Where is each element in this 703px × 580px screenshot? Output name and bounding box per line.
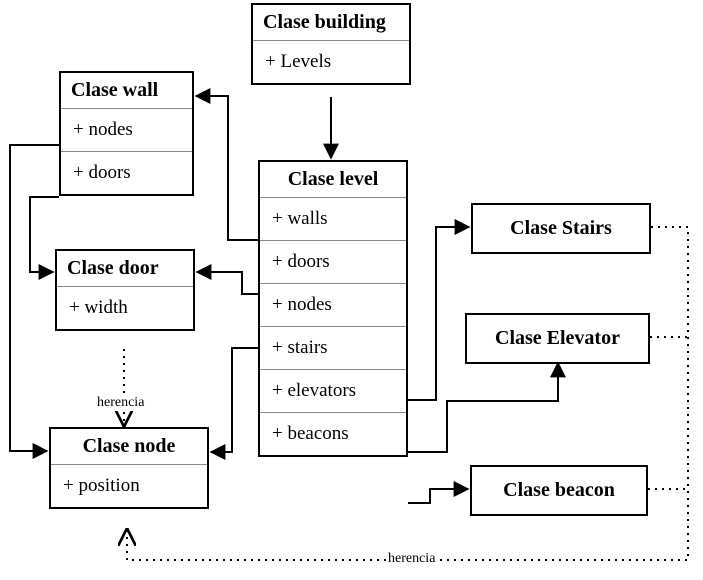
label-herencia-bottom: herencia xyxy=(388,551,435,567)
class-level-title: Clase level xyxy=(260,162,406,198)
label-herencia-top: herencia xyxy=(97,395,144,411)
class-building-title: Clase building xyxy=(253,5,409,41)
class-node-title: Clase node xyxy=(51,429,207,465)
uml-diagram-canvas: Clase building + Levels Clase wall + nod… xyxy=(0,0,703,580)
class-door-title: Clase door xyxy=(57,251,193,287)
class-elevator: Clase Elevator xyxy=(465,313,650,364)
class-stairs-title: Clase Stairs xyxy=(473,205,649,252)
edge-level-to-elevator xyxy=(408,363,558,452)
class-wall-attr-0: + nodes xyxy=(61,109,192,152)
edge-wall-to-node xyxy=(10,145,59,451)
class-wall-attr-1: + doors xyxy=(61,152,192,194)
class-elevator-title: Clase Elevator xyxy=(467,315,648,362)
class-level-attr-2: + nodes xyxy=(260,284,406,327)
class-door-attr-0: + width xyxy=(57,287,193,329)
class-door: Clase door + width xyxy=(55,249,195,331)
class-building-attr-0: + Levels xyxy=(253,41,409,83)
class-node: Clase node + position xyxy=(49,427,209,509)
class-beacon-title: Clase beacon xyxy=(472,467,646,514)
edge-level-to-beacon xyxy=(408,489,468,503)
class-level-attr-0: + walls xyxy=(260,198,406,241)
class-building: Clase building + Levels xyxy=(251,3,411,85)
class-wall-title: Clase wall xyxy=(61,73,192,109)
class-wall: Clase wall + nodes + doors xyxy=(59,71,194,196)
edge-level-to-door xyxy=(197,272,258,294)
edge-level-to-stairs xyxy=(408,227,469,400)
class-level-attr-3: + stairs xyxy=(260,327,406,370)
class-beacon: Clase beacon xyxy=(470,465,648,516)
class-level-attr-4: + elevators xyxy=(260,370,406,413)
class-level: Clase level + walls + doors + nodes + st… xyxy=(258,160,408,457)
class-node-attr-0: + position xyxy=(51,465,207,507)
class-level-attr-5: + beacons xyxy=(260,413,406,455)
class-level-attr-1: + doors xyxy=(260,241,406,284)
edge-level-to-node xyxy=(211,348,258,452)
edge-level-to-wall xyxy=(196,96,258,240)
class-stairs: Clase Stairs xyxy=(471,203,651,254)
